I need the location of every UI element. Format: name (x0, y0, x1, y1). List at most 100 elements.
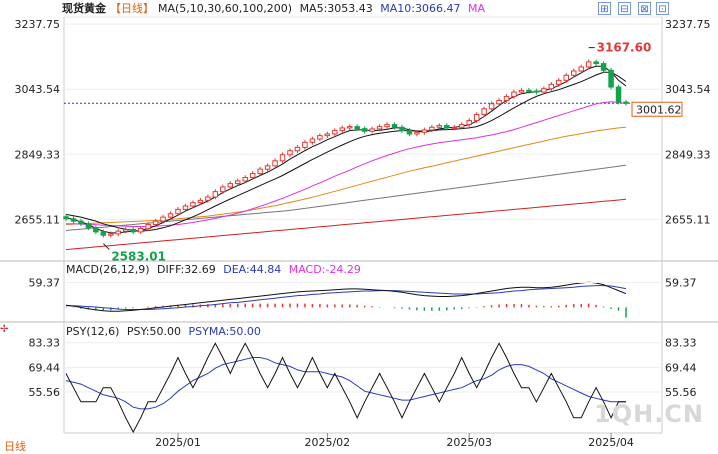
candle-body (130, 229, 136, 233)
moving-average-lines (65, 65, 627, 251)
period-label[interactable]: 【日线】 (110, 2, 154, 15)
candle-body (212, 191, 219, 198)
footer-period-tab[interactable]: 日线 (4, 440, 26, 453)
candle-body (458, 124, 465, 128)
candle-body (339, 127, 346, 132)
macd-diff-line (65, 281, 627, 312)
ma-extra-label: MA (468, 2, 486, 15)
candle-body (302, 141, 308, 148)
candle-body (63, 216, 69, 220)
candle-body (623, 101, 629, 104)
zoom-out-icon[interactable]: ⊟ (618, 2, 631, 15)
current-price-tag (631, 101, 683, 117)
macd-dea-value: DEA:44.84 (223, 263, 282, 276)
ma30-line (66, 101, 627, 227)
ma5-line (65, 65, 627, 234)
candle-body (376, 126, 383, 130)
candle-body (429, 126, 435, 131)
ma100-line (65, 164, 627, 231)
candle-body (93, 227, 99, 233)
candle-body (608, 69, 614, 88)
candle-body (175, 208, 181, 215)
candle-body (541, 88, 547, 93)
candle-body (548, 83, 555, 90)
ma60-line (65, 126, 627, 225)
high-annotation: 3167.60 (597, 41, 652, 55)
price-annotations: 3167.60 2583.01 (102, 41, 652, 264)
candle-body (205, 196, 211, 201)
candle-body (85, 223, 92, 229)
psyma-line (65, 357, 626, 410)
macd-diff-value: DIFF:32.69 (157, 263, 216, 276)
candle-body (503, 95, 510, 101)
candle-body (279, 154, 286, 162)
ma10-line (65, 71, 627, 232)
candle-body (421, 129, 428, 133)
candle-body (384, 124, 390, 128)
price-tick-right: 3237.75 (665, 18, 711, 31)
macd-dea-line (66, 285, 627, 310)
date-label: 2025/04 (588, 436, 634, 449)
candle-body (324, 133, 331, 137)
zoom-in-icon[interactable]: ⊞ (598, 2, 611, 15)
candle-body (160, 216, 166, 222)
candle-body (317, 135, 323, 140)
psy-tick-left: 69.44 (29, 361, 61, 374)
candle-body (287, 150, 293, 156)
grid-lines (64, 23, 662, 220)
candle-body (466, 120, 472, 126)
candle-body (615, 86, 622, 103)
candle-body (399, 126, 405, 132)
candle-body (451, 126, 458, 129)
candle-body (563, 74, 570, 81)
macd-tick-left: 59.37 (29, 276, 61, 289)
macd-panel: 59.37 59.37 (29, 276, 697, 318)
macd-legend: MACD(26,12,9) DIFF:32.69 DEA:44.84 MACD:… (66, 263, 365, 277)
macd-settings-label[interactable]: MACD(26,12,9) (66, 263, 150, 276)
psy-settings-label[interactable]: PSY(12,6) (66, 325, 120, 338)
low-annotation: 2583.01 (111, 250, 166, 264)
price-axis: 3237.75 3237.75 3043.54 3043.54 2849.33 2849.… (15, 18, 711, 226)
crosshair-icon[interactable]: ✢ (0, 324, 8, 335)
candle-body (488, 103, 495, 110)
candle-body (227, 183, 234, 188)
candle-body (137, 228, 144, 233)
candle-body (570, 70, 577, 76)
ma5-value: MA5:3053.43 (299, 2, 373, 15)
candle-body (190, 202, 196, 207)
price-tick-left: 2655.11 (15, 213, 61, 226)
candle-body (309, 138, 316, 143)
candle-body (249, 173, 256, 179)
ma200-line (65, 198, 627, 251)
candle-body (108, 233, 114, 236)
psy-value: PSY:50.00 (126, 325, 181, 338)
candle-body (346, 126, 353, 129)
psy-tick-right: 69.44 (665, 361, 697, 374)
macd-tick-right: 59.37 (665, 276, 697, 289)
date-label: 2025/02 (304, 436, 350, 449)
restore-icon[interactable]: ⊡ (656, 2, 669, 15)
candle-body (78, 220, 84, 225)
candle-body (354, 126, 360, 130)
candle-body (234, 180, 241, 185)
candle-body (242, 177, 248, 182)
candle-body (533, 90, 540, 93)
main-legend: 现货黄金 【日线】 MA(5,10,30,60,100,200) MA5:3053.… (62, 2, 489, 16)
candle-body (414, 131, 420, 135)
candle-body (391, 124, 398, 128)
close-icon[interactable]: ⊠ (638, 2, 651, 15)
psy-tick-right: 55.56 (665, 386, 697, 399)
candle-body (436, 125, 443, 128)
instrument-name[interactable]: 现货黄金 (62, 2, 106, 15)
candle-body (511, 91, 517, 97)
candle-body (361, 128, 368, 132)
psy-legend: PSY(12,6) PSY:50.00 PSYMA:50.00 (66, 325, 265, 339)
candle-body (220, 186, 226, 193)
candle-body (496, 99, 502, 105)
candle-body (100, 231, 107, 236)
candle-body (369, 128, 375, 132)
candle-body (593, 61, 599, 65)
candle-body (294, 146, 301, 152)
ma-settings-label[interactable]: MA(5,10,30,60,100,200) (158, 2, 293, 15)
